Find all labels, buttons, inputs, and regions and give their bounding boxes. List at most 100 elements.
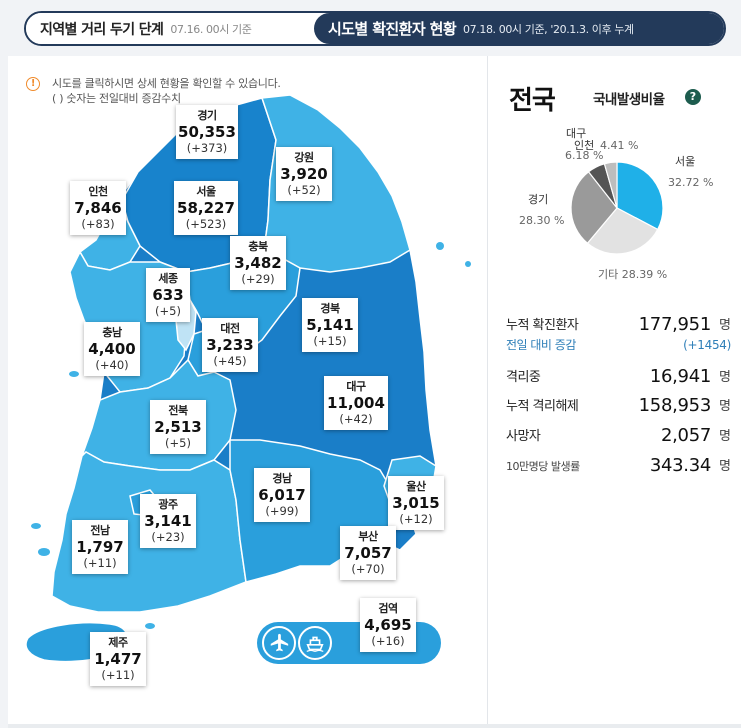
region-label-gyeongnam[interactable]: 경남 6,017 (+99)	[254, 468, 310, 522]
tab-cases-date: 07.18. 00시 기준, '20.1.3. 이후 누계	[463, 22, 634, 36]
airplane-icon[interactable]	[262, 626, 296, 660]
region-name: 검역	[378, 602, 398, 615]
region-label-daejeon[interactable]: 대전 3,233 (+45)	[202, 318, 258, 372]
panel-divider	[487, 56, 488, 724]
gangwon-area[interactable]	[260, 94, 411, 273]
region-label-gangwon[interactable]: 강원 3,920 (+52)	[276, 147, 332, 201]
notice-line-1: 시도를 클릭하시면 상세 현황을 확인할 수 있습니다.	[52, 77, 281, 90]
region-name: 제주	[108, 636, 128, 649]
region-count: 3,141	[144, 512, 192, 530]
region-count: 4,400	[88, 340, 136, 358]
bottom-strip	[8, 724, 741, 728]
region-label-jeonnam[interactable]: 전남 1,797 (+11)	[72, 520, 128, 574]
pie-label-gyeonggi-name: 경기	[528, 193, 549, 206]
notice-line-2: ( ) 숫자는 전일대비 증감수치	[52, 92, 181, 105]
domestic-ratio-title: 국내발생비율	[593, 92, 665, 108]
help-icon[interactable]: ?	[685, 89, 701, 105]
region-name: 강원	[294, 151, 314, 164]
region-count: 11,004	[327, 394, 385, 412]
region-delta: (+83)	[81, 217, 115, 231]
region-tabs: 지역별 거리 두기 단계 07.16. 00시 기준 시도별 확진환자 현황 0…	[24, 11, 726, 46]
stat-daily-change: 전일 대비 증감 (+1454)	[506, 334, 731, 356]
region-label-gyeonggi[interactable]: 경기 50,353 (+373)	[176, 105, 238, 159]
region-name: 전남	[90, 524, 110, 537]
region-count: 3,482	[234, 254, 282, 272]
region-delta: (+42)	[339, 412, 373, 426]
region-name: 대전	[220, 322, 240, 335]
pie-value-seoul: 32.72 %	[668, 176, 714, 189]
airplane-glyph	[270, 633, 289, 652]
region-count: 4,695	[364, 616, 412, 634]
tab-cases-title: 시도별 확진환자 현황	[328, 20, 457, 38]
pie-label-daegu: 대구	[566, 127, 586, 141]
ship-icon[interactable]	[298, 626, 332, 660]
region-name: 경북	[320, 302, 340, 315]
region-name: 광주	[158, 498, 178, 511]
region-count: 58,227	[177, 199, 235, 217]
region-label-ulsan[interactable]: 울산 3,015 (+12)	[388, 476, 444, 530]
region-label-chungnam[interactable]: 충남 4,400 (+40)	[84, 322, 140, 376]
region-label-quarantine[interactable]: 검역 4,695 (+16)	[360, 598, 416, 652]
region-count: 7,057	[344, 544, 392, 562]
pie-label-incheon: 인천	[574, 139, 594, 153]
region-count: 7,846	[74, 199, 122, 217]
stat-released: 누적 격리해제 158,953 명	[506, 391, 731, 417]
stat-incidence-rate: 10만명당 발생률 343.34 명	[506, 451, 731, 477]
island-3	[38, 548, 50, 556]
region-delta: (+11)	[83, 556, 117, 570]
region-name: 세종	[158, 272, 178, 285]
region-delta: (+52)	[287, 183, 321, 197]
region-count: 1,797	[76, 538, 124, 556]
region-label-chungbuk[interactable]: 충북 3,482 (+29)	[230, 236, 286, 290]
stat-value: 2,057	[660, 425, 711, 446]
stat-value: 343.34	[649, 455, 711, 476]
region-label-gwangju[interactable]: 광주 3,141 (+23)	[140, 494, 196, 548]
island-1	[69, 371, 79, 377]
stat-label: 누적 격리해제	[506, 399, 579, 414]
ship-glyph	[306, 636, 324, 652]
region-count: 3,015	[392, 494, 440, 512]
pie-label-incheon-name: 인천	[574, 139, 595, 152]
region-label-jeju[interactable]: 제주 1,477 (+11)	[90, 632, 146, 686]
region-label-sejong[interactable]: 세종 633 (+5)	[146, 268, 190, 322]
region-delta: (+23)	[151, 530, 185, 544]
region-name: 충북	[248, 240, 268, 253]
region-label-daegu[interactable]: 대구 11,004 (+42)	[324, 376, 388, 430]
region-name: 전북	[168, 404, 188, 417]
region-name: 대구	[346, 380, 366, 393]
region-name: 경남	[272, 472, 292, 485]
tab-distancing-level[interactable]: 지역별 거리 두기 단계 07.16. 00시 기준	[26, 13, 314, 44]
stat-value: (+1454)	[683, 338, 731, 352]
stat-value: 16,941	[649, 366, 711, 387]
tab-confirmed-cases[interactable]: 시도별 확진환자 현황 07.18. 00시 기준, '20.1.3. 이후 누…	[314, 13, 724, 44]
stat-unit: 명	[719, 399, 731, 414]
region-count: 2,513	[154, 418, 202, 436]
region-name: 경기	[197, 109, 217, 122]
island-4	[145, 623, 155, 629]
stat-label: 사망자	[506, 429, 541, 444]
stat-unit: 명	[719, 370, 731, 385]
region-label-gyeongbuk[interactable]: 경북 5,141 (+15)	[302, 298, 358, 352]
region-delta: (+5)	[165, 436, 191, 450]
region-label-jeonbuk[interactable]: 전북 2,513 (+5)	[150, 400, 206, 454]
region-label-incheon[interactable]: 인천 7,846 (+83)	[70, 181, 126, 235]
stat-total-confirmed: 누적 확진환자 177,951 명	[506, 310, 731, 336]
region-name: 울산	[406, 480, 426, 493]
pie-value-incheon: 4.41 %	[600, 139, 639, 152]
region-delta: (+523)	[185, 217, 227, 231]
region-name: 인천	[88, 185, 108, 198]
region-label-seoul[interactable]: 서울 58,227 (+523)	[174, 181, 238, 235]
stat-deaths: 사망자 2,057 명	[506, 421, 731, 447]
stat-label: 10만명당 발생률	[506, 460, 580, 473]
pie-label-gyeonggi: 경기	[528, 193, 548, 207]
stat-label: 격리중	[506, 370, 541, 385]
region-delta: (+45)	[213, 354, 247, 368]
stat-isolated: 격리중 16,941 명	[506, 362, 731, 388]
region-count: 3,920	[280, 165, 328, 183]
region-delta: (+11)	[101, 668, 135, 682]
region-delta: (+373)	[186, 141, 228, 155]
stat-unit: 명	[719, 429, 731, 444]
national-title: 전국	[509, 86, 556, 116]
dokdo-island	[465, 261, 471, 267]
region-label-busan[interactable]: 부산 7,057 (+70)	[340, 526, 396, 580]
